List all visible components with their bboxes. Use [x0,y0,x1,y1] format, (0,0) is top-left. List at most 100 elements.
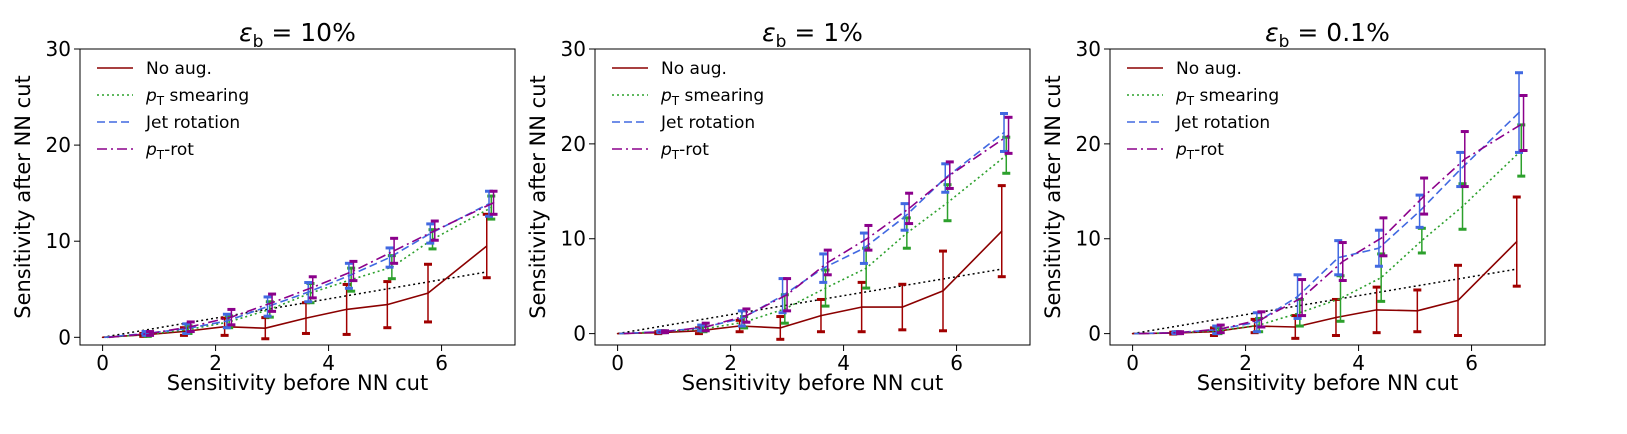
data-point-rot [1418,210,1421,213]
data-point-ptrot [1522,122,1525,124]
legend-label-rot: Jet rotation [145,113,240,133]
data-point-rot [741,317,743,320]
y-tick-label: 0 [573,322,586,346]
data-point-ptrot [908,207,910,210]
reference-line [1132,268,1517,335]
chart-panel-2: εb = 1% 0 2 4 6 0 10 20 30 Sensitivity before NN … [526,18,1031,395]
y-tick-label: 10 [46,229,71,253]
x-tick-label: 4 [1352,351,1365,375]
data-point-noaug [305,317,307,319]
panel-title: εb = 1% [762,18,863,52]
data-point-rot [104,336,106,339]
y-axis-label: Sensitivity after NN cut [11,75,35,319]
series-line-pts [1137,149,1522,335]
reference-line [617,268,1002,335]
y-tick-label: 30 [46,37,71,61]
data-point-ptrot [492,201,495,204]
title-symbol: ε [762,18,776,47]
title-value: = 1% [786,18,863,47]
x-tick-label: 6 [950,351,963,375]
data-point-rot [266,305,269,308]
title-subscript: b [1279,32,1290,52]
data-point-ptrot [1423,195,1425,197]
panel-title: εb = 0.1% [1265,18,1390,52]
plot-area [616,112,1013,341]
legend: No aug. pT smearing Jet rotation pT-rot [97,59,249,162]
series-line-pts [107,206,492,339]
series-ptrot [108,189,498,339]
series-line-noaug [1132,241,1518,335]
data-point-rot [1003,131,1005,134]
series-ptrot [623,115,1013,335]
series-line-noaug [102,245,488,339]
data-point-pts [1461,205,1464,208]
data-point-rot [307,291,310,293]
plot-area [1131,71,1528,340]
data-point-rot [388,256,391,259]
data-point-ptrot [1007,134,1010,137]
x-tick-label: 0 [1126,351,1139,375]
title-subscript: b [776,32,787,52]
title-subscript: b [253,32,264,52]
legend: No aug. pT smearing Jet rotation pT-rot [1127,59,1279,162]
data-point-ptrot [867,236,870,239]
data-point-rot [863,247,865,250]
data-point-ptrot [1341,260,1344,263]
series-rot [104,189,494,339]
data-point-noaug [901,306,904,308]
y-tick-label: 0 [58,325,71,349]
x-tick-label: 4 [837,351,850,375]
data-point-ptrot [108,336,111,339]
data-point-pts [309,292,312,294]
y-tick-label: 30 [561,37,586,61]
y-tick-label: 10 [1076,227,1101,251]
data-point-ptrot [826,261,829,264]
data-point-rot [700,327,703,329]
legend-label-noaug: No aug. [146,59,212,79]
data-point-ptrot [1260,318,1263,321]
legend-label-ptrot: pT-rot [660,140,709,162]
y-tick-label: 10 [561,227,586,251]
x-axis-label: Sensitivity before NN cut [167,371,428,395]
y-tick-label: 0 [1088,322,1101,346]
data-point-ptrot [1138,332,1141,335]
data-point-noaug [264,327,267,329]
data-point-pts [269,308,271,311]
title-symbol: ε [239,18,253,47]
data-point-ptrot [1219,328,1222,330]
data-point-noaug [1253,325,1256,327]
data-point-noaug [427,292,429,294]
plot-frame [1109,48,1546,346]
series-pts [106,194,496,339]
data-point-rot [226,320,228,322]
data-point-pts [187,328,190,331]
chart-panel-1: εb = 10% 0 2 4 6 0 10 20 30 Sensitivity before NN… [11,18,516,395]
legend-label-rot: Jet rotation [1175,113,1270,133]
plot-frame [79,48,516,346]
x-tick-label: 6 [1465,351,1478,375]
series-line-ptrot [624,134,1009,335]
series-line-ptrot [1139,122,1524,335]
data-point-noaug [1294,326,1297,328]
data-point-rot [1134,332,1136,335]
x-axis-label: Sensitivity before NN cut [682,371,943,395]
reference-line [102,271,487,339]
data-point-pts [1380,276,1382,279]
series-line-rot [1134,112,1520,335]
data-point-noaug [779,327,782,329]
data-point-noaug [101,336,104,339]
x-axis-label: Sensitivity before NN cut [1197,371,1458,395]
legend-label-noaug: No aug. [1176,59,1242,79]
data-point-rot [1518,111,1520,114]
data-point-ptrot [623,332,626,335]
data-point-rot [1337,256,1340,259]
y-tick-label: 20 [561,132,586,156]
data-point-pts [1299,311,1301,314]
data-point-ptrot [149,332,151,335]
data-point-noaug [386,303,389,306]
data-point-rot [822,267,825,269]
data-point-ptrot [704,326,707,328]
data-point-rot [1459,168,1462,171]
legend-label-pts: pT smearing [145,86,249,108]
